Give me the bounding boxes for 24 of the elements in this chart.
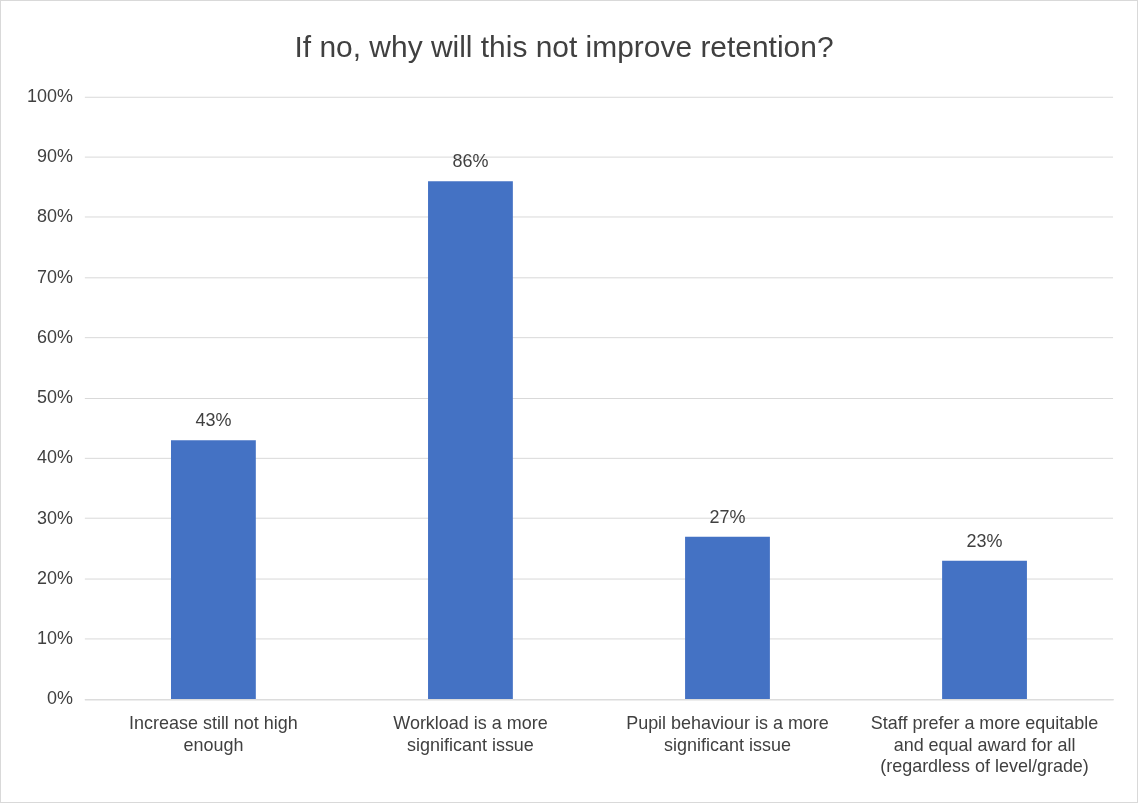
y-tick-label: 70% [36,266,73,287]
data-label: 23% [966,530,1003,551]
y-tick-label: 60% [36,326,73,347]
bar [942,560,1027,699]
y-tick-label: 10% [36,628,73,649]
y-tick-label: 100% [26,85,73,106]
y-tick-label: 80% [36,206,73,227]
data-label: 86% [452,151,489,172]
y-tick-label: 0% [46,688,73,709]
bar [685,536,770,699]
x-tick-label: Staff prefer a more equitable and equal award for all (regardless of level/grade) [870,713,1099,777]
data-label: 27% [709,506,746,527]
x-tick-label: Pupil behaviour is a more significant issue [626,713,829,755]
y-tick-label: 50% [36,387,73,408]
x-tick-label: Increase still not high enough [129,713,298,755]
y-tick-label: 30% [36,507,73,528]
data-label: 43% [195,410,232,431]
y-tick-label: 20% [36,567,73,588]
bar [171,440,256,699]
x-tick-label: Workload is a more significant issue [393,713,548,755]
y-tick-label: 40% [36,447,73,468]
y-tick-label: 90% [36,145,73,166]
chart-title: If no, why will this not improve retention? [294,30,834,64]
bar [428,181,513,699]
